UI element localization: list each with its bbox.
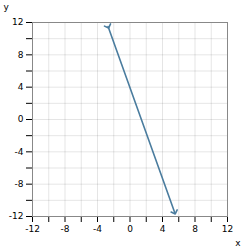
svg-text:-4: -4 [93,224,102,234]
svg-text:12: 12 [12,17,23,27]
svg-text:y: y [4,2,10,12]
svg-text:12: 12 [222,224,233,234]
svg-text:0: 0 [18,114,24,124]
svg-text:8: 8 [192,224,198,234]
svg-text:4: 4 [160,224,166,234]
svg-text:-12: -12 [25,224,40,234]
svg-text:-8: -8 [61,224,70,234]
svg-text:x: x [235,238,241,248]
svg-text:0: 0 [127,224,133,234]
svg-text:-4: -4 [15,147,24,157]
svg-text:-12: -12 [9,211,24,221]
svg-text:4: 4 [18,82,24,92]
svg-text:8: 8 [18,50,24,60]
svg-text:-8: -8 [15,179,24,189]
